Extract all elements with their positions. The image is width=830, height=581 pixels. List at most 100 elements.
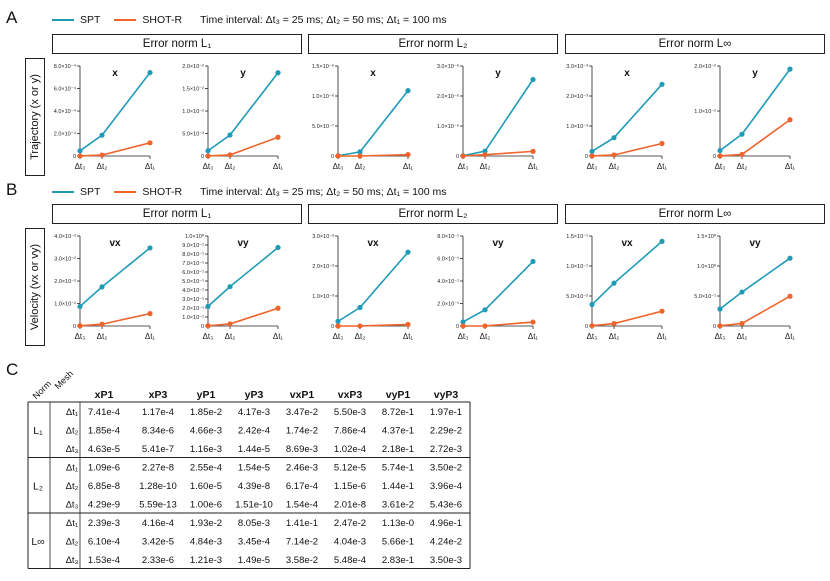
table-cell: 3.58e-2	[286, 555, 318, 566]
data-point-shot	[99, 152, 105, 158]
table-cell: 6.17e-4	[286, 481, 318, 492]
table-c: Norm Mesh xP1 xP3 yP1 yP3 vxP1 vxP3 vyP1 vyP3 L₁ Δt…	[27, 369, 471, 569]
mesh-label: Δt₂	[66, 536, 79, 547]
x-tick-label: Δt₂	[355, 162, 366, 171]
y-tick-label: 3.0×10⁻⁶	[437, 63, 459, 70]
chart-a-l1-x: 0 2.0×10⁻⁴ 4.0×10⁻⁴ 6.0×10⁻⁴ 8.0×10⁻⁴ Δt₃ Δt₂ Δ…	[54, 63, 156, 171]
y-tick-label: 6.0×10⁻⁴	[54, 86, 77, 93]
table-cell: 8.05e-3	[238, 518, 270, 529]
subplot-title: x	[370, 68, 376, 79]
y-tick-label: 1.0×10⁻²	[182, 109, 204, 115]
table-cell: 1.16e-3	[190, 444, 222, 455]
y-tick-label: 1.0×10⁻²	[694, 109, 716, 115]
y-tick-label: 1.0×10⁻²	[54, 302, 76, 308]
y-tick-label: 0	[73, 324, 76, 330]
table-cell: 2.01e-8	[334, 499, 366, 510]
data-point-shot	[405, 152, 411, 158]
norm-header-l1: Error norm L₁	[52, 34, 302, 54]
data-point-shot	[659, 308, 665, 314]
subplot-title: vx	[621, 238, 633, 249]
x-tick-label: Δt₁	[273, 162, 284, 171]
table-cell: 1.21e-3	[190, 555, 222, 566]
table-cell: 3.50e-2	[430, 462, 462, 473]
data-point-shot	[147, 311, 153, 317]
legend-item-spt: SPT	[52, 186, 100, 198]
data-point-spt	[611, 135, 617, 141]
data-point-spt	[147, 245, 153, 251]
column-header: vyP3	[434, 389, 459, 401]
norm-label: L₁	[33, 425, 43, 437]
data-point-shot	[482, 152, 488, 158]
data-point-shot	[787, 117, 793, 123]
data-point-shot	[77, 323, 83, 329]
y-tick-label: 2.0×10⁻³	[312, 264, 334, 270]
data-point-shot	[77, 153, 83, 159]
data-point-spt	[227, 132, 233, 138]
y-tick-label: 2.0×10⁻¹	[182, 306, 204, 312]
table-cell: 2.33e-6	[142, 555, 174, 566]
table-cell: 1.44e-1	[382, 481, 414, 492]
chart-b-linf-vx: 0 5.0×10⁻² 1.0×10⁻¹ 1.5×10⁻¹ Δt₃ Δt₂ Δt₁ vx	[566, 234, 667, 341]
table-cell: 5.48e-4	[334, 555, 366, 566]
table-cell: 2.83e-1	[382, 555, 414, 566]
x-tick-label: Δt₁	[657, 162, 668, 171]
y-tick-label: 1.0×10⁻⁶	[312, 93, 334, 100]
data-point-spt	[611, 280, 617, 286]
table-cell: 4.17e-3	[238, 407, 270, 418]
y-tick-label: 1.5×10⁰	[697, 233, 717, 240]
x-tick-label: Δt₂	[609, 162, 620, 171]
y-tick-label: 8.0×10⁻¹	[182, 252, 204, 258]
mesh-label: Δt₃	[66, 555, 79, 566]
data-point-shot	[530, 148, 536, 154]
y-tick-label: 1.0×10⁻³	[312, 294, 334, 300]
header-mesh: Mesh	[53, 369, 76, 392]
table-cell: 3.42e-5	[142, 536, 174, 547]
data-point-shot	[717, 153, 723, 159]
data-point-shot	[589, 323, 595, 329]
data-point-shot	[147, 140, 153, 146]
data-point-spt	[659, 238, 665, 244]
column-header: xP3	[149, 389, 168, 401]
y-tick-label: 6.0×10⁻¹	[182, 270, 204, 276]
data-point-shot	[611, 320, 617, 327]
data-point-shot	[739, 320, 745, 327]
y-tick-label: 5.0×10⁻⁷	[312, 123, 334, 130]
mesh-label: Δt₃	[66, 499, 79, 510]
table-cell: 2.39e-3	[88, 518, 120, 529]
subplot-title: x	[624, 68, 630, 79]
table-cell: 1.09e-6	[88, 462, 120, 473]
data-point-spt	[77, 303, 83, 310]
panel-label-a: A	[6, 8, 18, 27]
y-tick-label: 1.0×10⁰	[185, 233, 205, 240]
data-point-shot	[227, 152, 233, 158]
x-tick-label: Δt₁	[403, 332, 414, 341]
data-point-spt	[147, 70, 153, 76]
y-tick-label: 3.0×10⁻³	[312, 234, 334, 240]
x-tick-label: Δt₃	[715, 332, 726, 341]
table-cell: 8.34e-6	[142, 425, 174, 436]
spt-swatch	[52, 19, 74, 21]
legend-item-spt: SPT	[52, 14, 100, 26]
y-tick-label: 0	[73, 154, 76, 160]
data-point-shot	[530, 319, 536, 325]
legend-b: SPT SHOT-R Time interval: Δt₃ = 25 ms; Δ…	[52, 184, 447, 200]
data-point-spt	[227, 284, 233, 290]
table-cell: 6.10e-4	[88, 536, 120, 547]
mesh-label: Δt₃	[66, 444, 79, 455]
y-tick-label: 2.0×10⁻²	[182, 64, 204, 70]
x-tick-label: Δt₃	[333, 162, 344, 171]
column-header: vyP1	[386, 389, 411, 401]
y-tick-label: 3.0×10⁻¹	[182, 297, 204, 303]
data-point-shot	[357, 153, 363, 159]
x-tick-label: Δt₁	[785, 162, 796, 171]
table-cell: 8.72e-1	[382, 407, 414, 418]
data-point-spt	[659, 81, 665, 87]
subplot-title: y	[495, 68, 501, 79]
data-point-spt	[357, 304, 363, 311]
y-tick-label: 0	[201, 154, 204, 160]
x-tick-label: Δt₂	[97, 162, 108, 171]
data-point-spt	[739, 131, 745, 137]
legend-spt-label: SPT	[80, 14, 101, 26]
data-point-spt	[335, 318, 341, 324]
data-point-spt	[460, 319, 466, 325]
